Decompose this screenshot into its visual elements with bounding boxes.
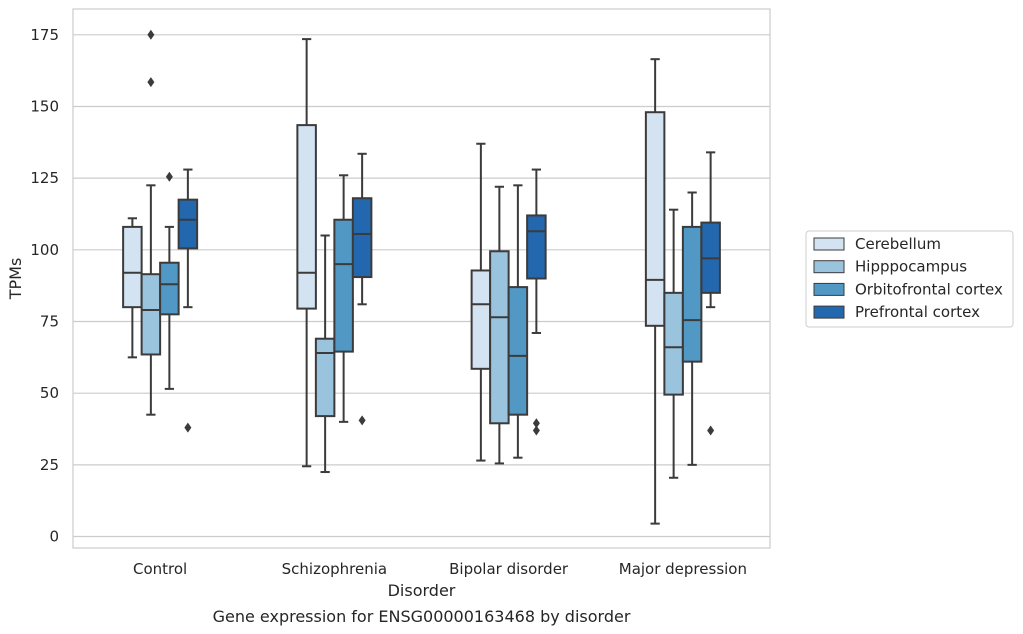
box — [177, 198, 199, 250]
legend-swatch — [813, 237, 845, 251]
outlier-point — [707, 425, 715, 436]
plot-frame — [72, 8, 771, 549]
box — [296, 124, 317, 310]
legend-frame — [805, 230, 1014, 328]
box — [507, 286, 529, 416]
y-axis: 0 25 50 75 100 125 150 175 — [30, 26, 59, 546]
outlier-point — [147, 29, 155, 40]
box — [526, 214, 547, 280]
outlier-point — [532, 425, 540, 436]
y-axis-title: TPMs — [6, 258, 25, 301]
y-tick-label: 75 — [40, 313, 59, 331]
y-tick-label: 0 — [49, 528, 59, 546]
y-tick-label: 175 — [30, 26, 59, 44]
y-tick-label: 150 — [30, 97, 59, 115]
legend-swatch — [813, 260, 845, 274]
x-tick-label: Bipolar disorder — [449, 560, 569, 578]
y-tick-label: 100 — [30, 241, 59, 259]
box — [644, 111, 666, 327]
outlier-point — [184, 422, 192, 433]
legend-label: Hipppocampus — [855, 258, 967, 276]
legend-label: Orbitofrontal cortex — [855, 280, 1003, 298]
box — [333, 218, 354, 353]
box — [489, 250, 510, 425]
x-tick-label: Major depression — [619, 560, 747, 578]
outlier-point — [532, 418, 540, 429]
legend-swatch — [813, 305, 845, 319]
outlier-point — [147, 77, 155, 88]
x-tick-label: Schizophrenia — [282, 560, 387, 578]
chart-caption: Gene expression for ENSG00000163468 by d… — [213, 607, 631, 626]
box — [159, 261, 180, 316]
box — [470, 269, 492, 370]
y-tick-label: 125 — [30, 169, 59, 187]
x-tick-label: Control — [133, 560, 187, 578]
x-axis: Control Schizophrenia Bipolar disorder Majo… — [133, 560, 747, 578]
x-axis-title: Disorder — [388, 581, 456, 600]
legend-label: Prefrontal cortex — [855, 303, 980, 321]
box — [122, 225, 143, 309]
boxes — [122, 29, 721, 525]
box — [351, 197, 373, 279]
y-tick-label: 50 — [40, 384, 59, 402]
legend: Cerebellum Hipppocampus Orbitofrontal cort… — [805, 230, 1014, 328]
outlier-point — [358, 415, 366, 426]
legend-label: Cerebellum — [855, 235, 941, 253]
outlier-point — [165, 171, 173, 182]
box — [314, 337, 336, 418]
box — [140, 273, 162, 356]
legend-swatch — [813, 282, 845, 296]
box — [681, 225, 703, 363]
y-tick-label: 25 — [40, 456, 59, 474]
box — [663, 291, 684, 396]
